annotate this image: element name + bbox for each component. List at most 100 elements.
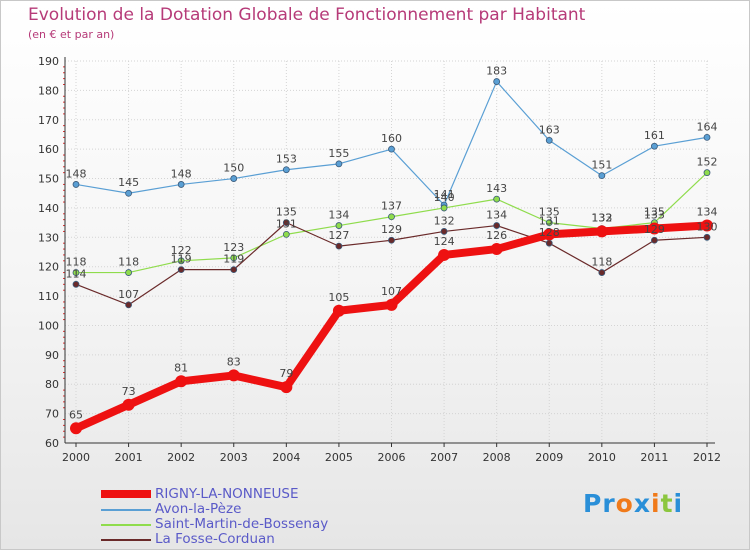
data-point [230,254,238,262]
data-point [332,304,345,317]
data-point [598,269,606,276]
data-point [440,204,448,212]
y-tick-label: 180 [38,84,59,97]
data-label: 73 [122,385,136,398]
data-label: 140 [434,191,455,204]
data-label: 133 [591,211,612,224]
x-tick-label: 2002 [167,451,195,464]
legend-item-avon[interactable]: Avon-la-Pèze [101,501,401,517]
y-tick-label: 140 [38,202,59,215]
data-point [177,266,185,274]
data-point [230,266,238,274]
data-label: 183 [486,65,507,78]
data-point [282,166,290,174]
data-point [703,133,711,141]
data-point [490,243,503,256]
data-point [440,228,448,235]
y-tick-label: 170 [38,114,59,127]
y-tick-label: 130 [38,231,59,244]
data-point [651,142,658,150]
data-label: 128 [539,226,560,239]
data-label: 132 [434,214,455,227]
legend-item-saint-martin[interactable]: Saint-Martin-de-Bossenay [101,516,401,532]
data-point [125,189,132,197]
data-label: 107 [118,288,139,301]
legend-swatch-saint-martin [101,524,151,526]
data-label: 124 [434,235,455,248]
data-label: 118 [66,256,87,269]
legend-label-rigny: RIGNY-LA-NONNEUSE [155,486,299,502]
y-tick-label: 60 [45,437,59,450]
data-label: 134 [486,209,507,222]
data-label: 148 [171,167,192,180]
chart-subtitle: (en € et par an) [28,28,115,41]
data-label: 129 [381,223,402,236]
data-point [282,230,290,238]
data-label: 163 [539,123,560,136]
data-label: 143 [486,182,507,195]
data-label: 152 [697,156,718,169]
data-label: 137 [381,200,402,213]
data-point [493,195,501,203]
data-label: 141 [434,188,455,201]
data-point [598,172,606,180]
data-label: 118 [591,256,612,269]
data-label: 135 [276,206,297,219]
y-tick-label: 70 [45,408,59,421]
x-tick-label: 2009 [535,451,563,464]
data-label: 160 [381,132,402,145]
legend-item-la-fosse[interactable]: La Fosse-Corduan [101,531,401,547]
data-point [703,233,711,241]
data-label: 118 [118,256,139,269]
data-label: 119 [223,253,244,266]
data-point [493,222,501,229]
x-tick-label: 2003 [220,451,248,464]
data-label: 135 [644,206,665,219]
data-point [72,181,80,188]
data-label: 129 [644,223,665,236]
legend-swatch-avon [101,509,151,511]
data-point [70,422,82,435]
data-point [648,222,661,235]
x-tick-label: 2004 [272,451,300,464]
legend-swatch-rigny [101,490,151,498]
y-tick-label: 90 [45,349,59,362]
legend-label-saint-martin: Saint-Martin-de-Bossenay [155,516,329,532]
data-label: 105 [328,291,349,304]
data-point [335,242,343,250]
data-label: 145 [118,176,139,189]
data-label: 122 [171,244,192,257]
logo-letter: P [583,489,603,518]
logo-letter: r [602,489,616,518]
data-label: 161 [644,129,665,142]
y-tick-label: 190 [38,55,59,68]
x-tick-label: 2006 [378,451,406,464]
chart-title: Evolution de la Dotation Globale de Fonc… [28,5,586,25]
data-label: 133 [644,208,665,221]
data-label: 127 [328,229,349,242]
data-point [543,228,556,241]
y-tick-label: 100 [38,319,59,332]
legend-item-rigny[interactable]: RIGNY-LA-NONNEUSE [101,486,401,502]
data-label: 119 [171,253,192,266]
data-point [545,239,553,247]
data-point [545,136,553,144]
legend-swatch-la-fosse [101,539,151,541]
legend-label-la-fosse: La Fosse-Corduan [155,531,275,547]
data-label: 151 [591,159,612,172]
data-point [595,225,608,238]
data-point [125,269,132,276]
data-point [125,301,132,309]
data-label: 134 [328,209,349,222]
data-label: 107 [381,285,402,298]
y-tick-label: 80 [45,378,59,391]
legend: RIGNY-LA-NONNEUSE Avon-la-Pèze Saint-Mar… [101,486,401,547]
data-point [72,280,80,288]
data-point [438,248,451,261]
data-point [385,298,398,311]
data-point [282,219,290,227]
y-tick-label: 160 [38,143,59,156]
data-label: 132 [591,211,612,224]
